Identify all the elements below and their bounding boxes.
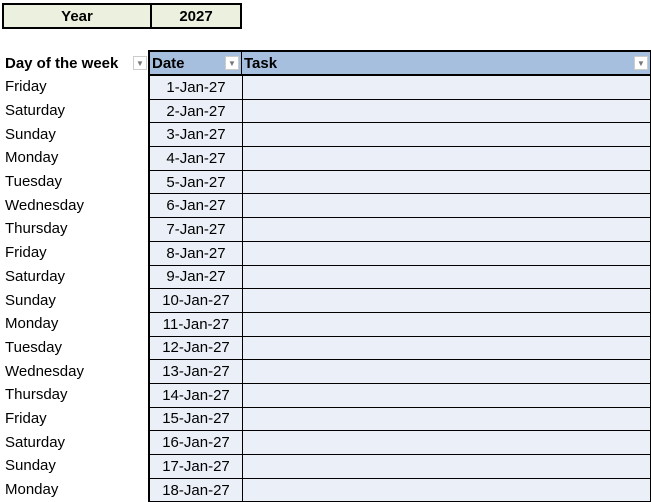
task-cell[interactable] (243, 100, 650, 123)
date-cell[interactable]: 9-Jan-27 (150, 265, 243, 289)
column-header-label: Date (152, 54, 185, 72)
task-cell[interactable] (243, 384, 650, 407)
table-row: 17-Jan-27 (150, 455, 650, 479)
table-row: 3-Jan-27 (150, 123, 650, 148)
table-row: 8-Jan-27 (150, 241, 650, 266)
day-of-week-header: Day of the week ▼ (5, 52, 147, 74)
task-cell[interactable] (243, 337, 650, 360)
year-box: Year 2027 (2, 3, 242, 29)
date-cell[interactable]: 6-Jan-27 (150, 194, 243, 218)
day-of-week-cell[interactable]: Sunday (5, 291, 56, 309)
date-cell[interactable]: 13-Jan-27 (150, 360, 243, 383)
date-cell[interactable]: 15-Jan-27 (150, 407, 243, 431)
day-of-week-cell[interactable]: Friday (5, 78, 47, 96)
filter-dropdown-icon[interactable]: ▼ (133, 56, 147, 70)
task-cell[interactable] (243, 313, 650, 336)
date-cell[interactable]: 16-Jan-27 (150, 431, 243, 454)
task-cell[interactable] (243, 408, 650, 431)
task-cell[interactable] (243, 455, 650, 478)
date-cell[interactable]: 11-Jan-27 (150, 312, 243, 336)
date-cell[interactable]: 18-Jan-27 (150, 478, 243, 502)
task-cell[interactable] (243, 194, 650, 217)
table-row: 1-Jan-27 (150, 76, 650, 100)
day-of-week-cell[interactable]: Wednesday (5, 196, 84, 214)
task-cell[interactable] (243, 266, 650, 289)
day-of-week-cell[interactable]: Saturday (5, 267, 66, 285)
task-cell[interactable] (243, 289, 650, 312)
table-row: 14-Jan-27 (150, 383, 650, 408)
task-cell[interactable] (243, 147, 650, 170)
date-cell[interactable]: 2-Jan-27 (150, 99, 243, 123)
table-row: 7-Jan-27 (150, 218, 650, 242)
year-label: Year (4, 5, 152, 27)
date-cell[interactable]: 1-Jan-27 (150, 76, 243, 99)
filter-dropdown-icon[interactable]: ▼ (634, 56, 648, 70)
task-cell[interactable] (243, 171, 650, 194)
day-of-week-cell[interactable]: Thursday (5, 220, 68, 238)
day-of-week-column: Friday Saturday Sunday Monday Tuesday Wednesd… (5, 75, 84, 501)
task-cell[interactable] (243, 123, 650, 146)
table-row: 18-Jan-27 (150, 478, 650, 502)
date-cell[interactable]: 7-Jan-27 (150, 218, 243, 241)
table-row: 10-Jan-27 (150, 289, 650, 313)
table-row: 4-Jan-27 (150, 147, 650, 171)
day-of-week-header-label: Day of the week (5, 54, 119, 72)
table-row: 13-Jan-27 (150, 360, 650, 384)
task-cell[interactable] (243, 431, 650, 454)
filter-dropdown-icon[interactable]: ▼ (225, 56, 239, 70)
task-table: Date ▼ Task ▼ 1-Jan-27 2-Jan-27 3-Jan-27 4-… (148, 50, 651, 502)
date-cell[interactable]: 12-Jan-27 (150, 336, 243, 360)
day-of-week-cell[interactable]: Sunday (5, 125, 56, 143)
date-cell[interactable]: 8-Jan-27 (150, 241, 243, 265)
day-of-week-cell[interactable]: Monday (5, 481, 59, 499)
task-cell[interactable] (243, 479, 650, 502)
table-row: 6-Jan-27 (150, 194, 650, 219)
day-of-week-cell[interactable]: Saturday (5, 102, 66, 120)
date-cell[interactable]: 17-Jan-27 (150, 455, 243, 478)
year-value[interactable]: 2027 (179, 7, 213, 25)
table-row: 5-Jan-27 (150, 170, 650, 195)
date-cell[interactable]: 4-Jan-27 (150, 147, 243, 170)
date-cell[interactable]: 5-Jan-27 (150, 170, 243, 194)
table-row: 9-Jan-27 (150, 265, 650, 290)
table-header: Date ▼ Task ▼ (150, 52, 650, 76)
table-row: 12-Jan-27 (150, 336, 650, 361)
column-header-label: Task (244, 54, 278, 72)
day-of-week-cell[interactable]: Tuesday (5, 338, 62, 356)
date-cell[interactable]: 14-Jan-27 (150, 383, 243, 407)
day-of-week-cell[interactable]: Wednesday (5, 362, 84, 380)
column-header-date[interactable]: Date ▼ (150, 52, 242, 74)
table-row: 11-Jan-27 (150, 312, 650, 337)
day-of-week-cell[interactable]: Thursday (5, 386, 68, 404)
day-of-week-cell[interactable]: Monday (5, 315, 59, 333)
column-header-task[interactable]: Task ▼ (242, 52, 650, 74)
table-row: 2-Jan-27 (150, 99, 650, 124)
day-of-week-cell[interactable]: Tuesday (5, 173, 62, 191)
day-of-week-cell[interactable]: Monday (5, 149, 59, 167)
day-of-week-cell[interactable]: Friday (5, 409, 47, 427)
date-cell[interactable]: 3-Jan-27 (150, 123, 243, 147)
day-of-week-cell[interactable]: Saturday (5, 433, 66, 451)
task-cell[interactable] (243, 360, 650, 383)
table-row: 16-Jan-27 (150, 431, 650, 455)
task-cell[interactable] (243, 218, 650, 241)
date-cell[interactable]: 10-Jan-27 (150, 289, 243, 312)
task-cell[interactable] (243, 242, 650, 265)
table-row: 15-Jan-27 (150, 407, 650, 432)
day-of-week-cell[interactable]: Friday (5, 244, 47, 262)
day-of-week-cell[interactable]: Sunday (5, 457, 56, 475)
task-cell[interactable] (243, 76, 650, 99)
